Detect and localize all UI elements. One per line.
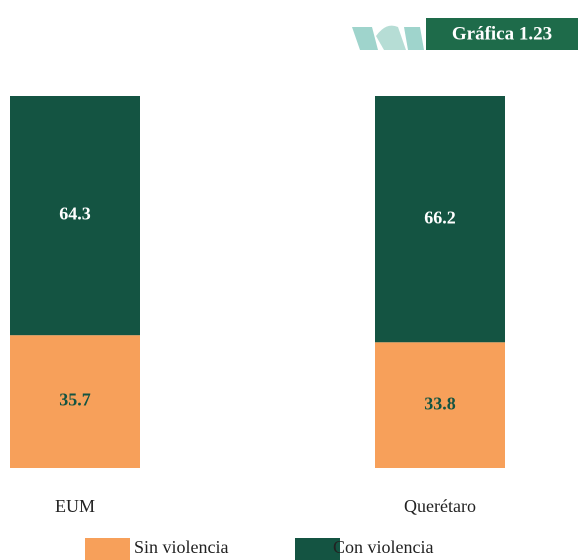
data-label: 64.3 [59,204,91,224]
legend-label: Con violencia [333,537,433,557]
x-tick-label: Querétaro [404,496,476,516]
legend-swatch [85,538,130,560]
data-label: 66.2 [424,207,456,227]
data-label: 33.8 [424,393,456,413]
chart: Gráfica 1.23 35.7 64.3 EUM 33.8 66.2 Querétar… [0,0,578,560]
legend-label: Sin violencia [134,537,228,557]
data-label: 35.7 [59,390,91,410]
header-icon [352,26,424,50]
icon-shape [376,26,406,50]
chart-title: Gráfica 1.23 [452,23,552,44]
icon-shape [352,27,378,50]
icon-shape [404,27,424,50]
x-tick-label: EUM [55,496,95,516]
